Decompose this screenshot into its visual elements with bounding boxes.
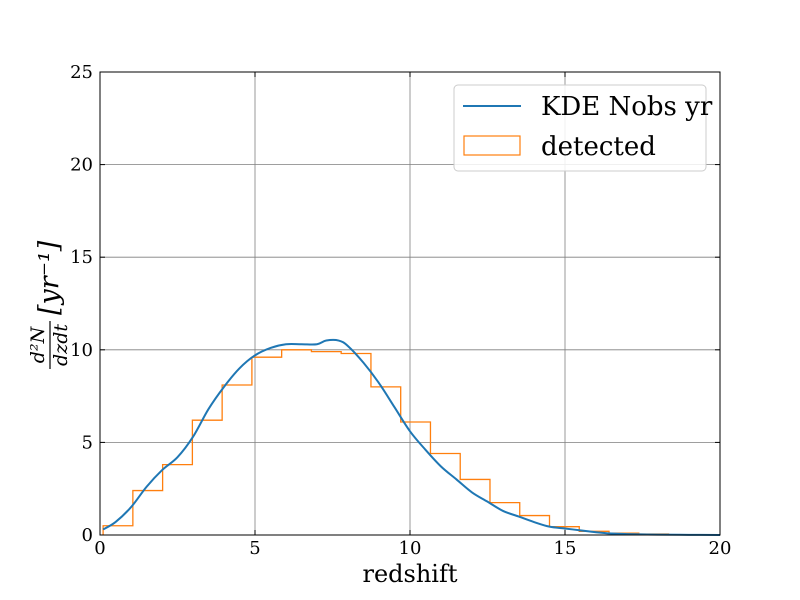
y-axis-label-unit: [yr⁻¹] [34,240,65,315]
x-tick-label: 20 [709,538,732,559]
kde-line [102,338,721,536]
y-tick-label: 15 [70,247,93,268]
x-tick-label: 5 [249,538,260,559]
x-axis-label: redshift [362,560,457,588]
x-tick-label: 10 [399,538,422,559]
kde-line-layer [102,338,721,536]
legend-kde-label: KDE Nobs yr [541,92,713,122]
y-tick-label: 0 [82,525,93,546]
y-tick-label: 20 [70,155,93,176]
y-axis-label-numerator: d²N [27,325,49,363]
legend-detected-label: detected [541,132,656,162]
y-tick-label: 10 [70,340,93,361]
y-axis-label-denominator: dzdt [50,324,72,366]
x-tick-label: 0 [94,538,105,559]
legend: KDE Nobs yr detected [453,84,713,172]
detected-histogram-path [102,349,670,535]
y-axis-label: d²N dzdt [yr⁻¹] [27,240,72,369]
y-tick-label: 25 [70,62,93,83]
plot-area [102,338,721,536]
x-tick-label: 15 [554,538,577,559]
legend-detected-swatch [463,135,521,156]
axis-ticks: 0 5 10 15 20 0 5 10 15 20 25 [70,62,731,559]
detected-histogram [102,349,670,535]
y-tick-label: 5 [82,432,93,453]
